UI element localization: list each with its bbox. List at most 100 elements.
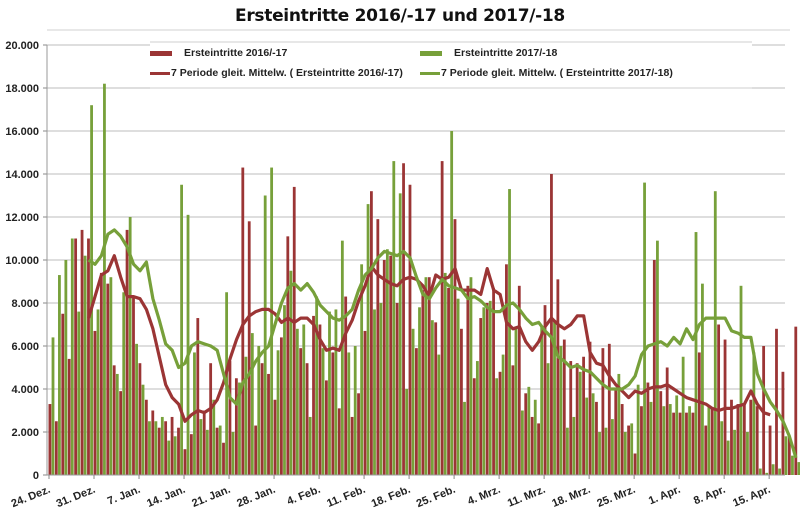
bar <box>202 410 206 475</box>
bar <box>379 303 383 475</box>
x-tick-label: 4. Feb. <box>285 484 322 508</box>
bar <box>302 324 306 475</box>
bar <box>601 348 605 475</box>
bar <box>443 272 447 475</box>
x-tick-label: 11. Feb. <box>325 484 367 510</box>
bar <box>344 296 348 475</box>
x-tick-label: 8. Apr. <box>692 484 727 508</box>
bar <box>720 421 724 475</box>
bar <box>710 408 714 475</box>
bar <box>424 277 428 475</box>
bar <box>144 399 148 475</box>
bar <box>440 161 444 475</box>
bar <box>141 384 145 475</box>
bar <box>273 399 277 475</box>
bar <box>421 290 425 475</box>
bar <box>566 427 569 475</box>
bar <box>520 410 524 475</box>
bar <box>67 358 71 475</box>
legend-item-ma-2016: 7 Periode gleit. Mittelw. ( Ersteintritt… <box>150 67 403 79</box>
bar <box>334 309 338 475</box>
bar <box>318 324 322 475</box>
bar <box>636 384 640 475</box>
bar <box>553 320 556 475</box>
bar <box>672 412 676 475</box>
bar <box>295 328 299 475</box>
bar <box>463 401 466 475</box>
bar <box>450 131 454 475</box>
bar <box>96 309 100 475</box>
bar <box>685 412 688 475</box>
bar <box>591 393 595 475</box>
bar <box>164 421 168 475</box>
bar <box>460 328 463 475</box>
bar <box>148 421 151 475</box>
bar <box>77 311 81 475</box>
bar <box>472 378 476 475</box>
bar <box>119 391 123 475</box>
bar <box>633 453 637 475</box>
bar <box>517 285 521 475</box>
bar <box>209 363 213 475</box>
bar <box>730 399 733 475</box>
bar <box>768 425 772 475</box>
bar <box>415 348 418 475</box>
bar <box>784 436 788 475</box>
bar <box>234 378 238 475</box>
bar <box>717 324 721 475</box>
bar <box>51 337 55 475</box>
bar <box>627 425 630 475</box>
bar <box>128 217 132 475</box>
legend-label: Ersteintritte 2017/-18 <box>454 47 558 59</box>
bar <box>630 423 634 475</box>
bar <box>347 352 351 475</box>
y-tick-label: 8.000 <box>11 298 39 310</box>
bar <box>611 419 614 475</box>
bar <box>132 296 135 475</box>
bar <box>54 421 58 475</box>
bar <box>511 365 515 475</box>
bar <box>324 380 328 475</box>
bar <box>640 406 643 475</box>
bar <box>109 277 113 475</box>
bar <box>701 283 704 475</box>
bar <box>691 412 695 475</box>
bar <box>205 429 209 475</box>
bar <box>299 348 303 475</box>
bar <box>614 389 618 475</box>
bar <box>453 219 457 475</box>
bar <box>321 348 325 475</box>
bar <box>331 352 335 475</box>
x-tick-label: 25. Feb. <box>415 484 457 510</box>
bar <box>289 270 293 475</box>
bar <box>746 432 749 475</box>
bar <box>151 410 155 475</box>
bar <box>241 167 245 476</box>
bar <box>103 83 106 475</box>
bar <box>366 204 370 475</box>
bar <box>479 318 483 475</box>
bar <box>373 309 376 475</box>
bar <box>787 436 791 475</box>
bar <box>186 214 190 475</box>
bar <box>328 311 331 475</box>
bar <box>623 432 627 475</box>
bar <box>48 404 52 475</box>
bar <box>791 455 794 475</box>
bar <box>135 343 138 475</box>
y-tick-label: 10.000 <box>5 255 39 267</box>
chart-legend: Ersteintritte 2016/-17 Ersteintritte 201… <box>150 43 750 87</box>
bar <box>588 341 592 475</box>
bar <box>559 346 563 475</box>
bar <box>228 361 232 475</box>
bar <box>408 184 412 475</box>
bar <box>125 229 129 475</box>
bar <box>704 425 708 475</box>
bar <box>115 373 119 475</box>
bar <box>58 275 61 475</box>
legend-swatch-bar-red <box>150 50 172 56</box>
bar <box>189 434 193 475</box>
bar <box>270 167 274 476</box>
bar <box>527 386 531 475</box>
x-tick-label: 11. Mrz. <box>506 484 547 510</box>
